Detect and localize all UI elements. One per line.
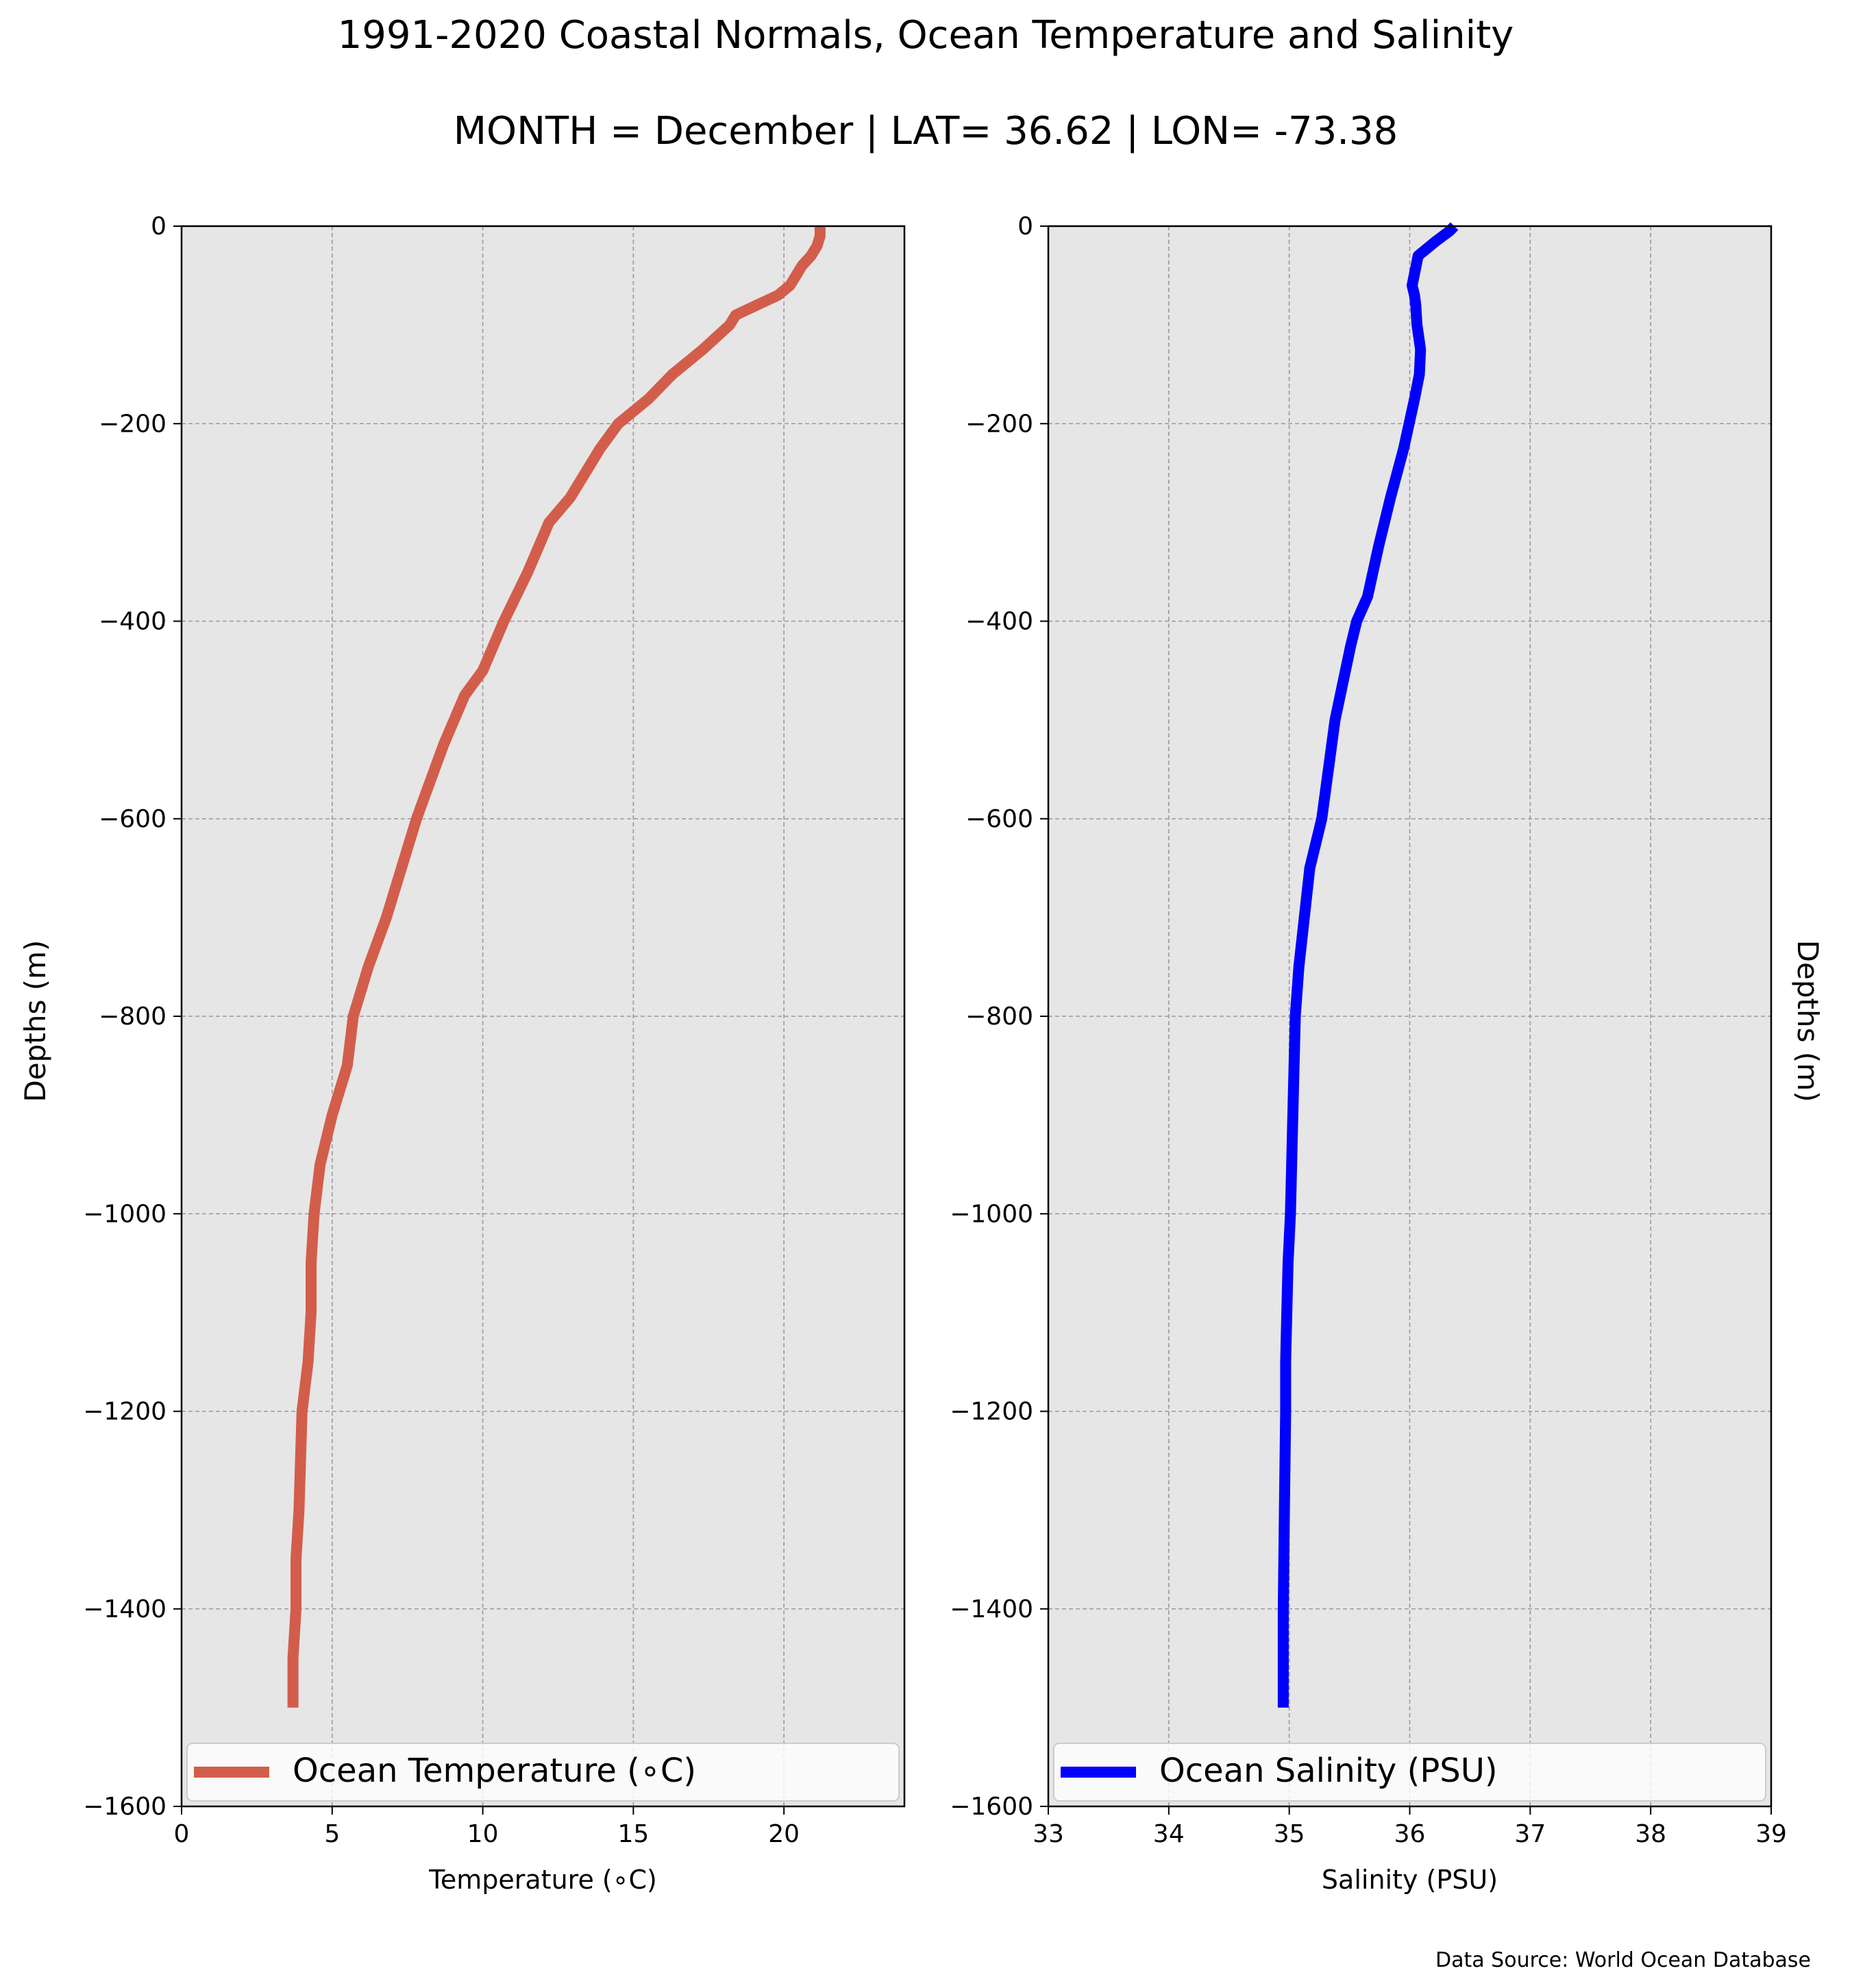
y-tick-label: −800: [99, 1003, 166, 1031]
plot-area: [182, 226, 904, 1806]
y-tick-label: −1200: [950, 1398, 1033, 1426]
y-tick-label: −600: [965, 805, 1033, 833]
y-tick-label: −1400: [83, 1595, 166, 1623]
chart-subtitle: MONTH = December | LAT= 36.62 | LON= -73…: [454, 109, 1398, 154]
data-source-note: Data Source: World Ocean Database: [1435, 1948, 1811, 1972]
x-tick-label: 0: [174, 1820, 190, 1848]
series-line: [1277, 222, 1459, 1708]
y-tick-label: −400: [99, 608, 166, 636]
legend-label: Ocean Salinity (PSU): [1159, 1752, 1498, 1790]
x-tick-label: 34: [1153, 1820, 1185, 1848]
right-ylabel: Depths (m): [1791, 940, 1825, 1103]
y-tick-label: 0: [151, 212, 166, 241]
y-tick-label: −1600: [83, 1793, 166, 1821]
x-tick-label: 5: [324, 1820, 340, 1848]
y-tick-label: −1200: [83, 1398, 166, 1426]
x-tick-label: 38: [1635, 1820, 1666, 1848]
y-tick-label: 0: [1017, 212, 1033, 241]
x-tick-label: 10: [467, 1820, 499, 1848]
legend-label: Ocean Temperature (∘C): [293, 1752, 696, 1790]
y-tick-label: −1000: [83, 1200, 166, 1228]
legend: Ocean Salinity (PSU): [1053, 1743, 1766, 1802]
x-axis-label: Salinity (PSU): [1322, 1865, 1498, 1895]
chart-title: 1991-2020 Coastal Normals, Ocean Tempera…: [338, 13, 1514, 58]
x-tick-label: 15: [617, 1820, 649, 1848]
y-tick-label: −400: [965, 608, 1033, 636]
y-tick-label: −200: [99, 410, 166, 438]
x-tick-label: 36: [1394, 1820, 1426, 1848]
y-tick-label: −1000: [950, 1200, 1033, 1228]
series-line: [287, 226, 826, 1708]
x-tick-label: 39: [1755, 1820, 1787, 1848]
x-tick-label: 20: [768, 1820, 800, 1848]
y-tick-label: −200: [965, 410, 1033, 438]
legend: Ocean Temperature (∘C): [186, 1743, 900, 1802]
legend-box: [186, 1743, 900, 1802]
y-tick-label: −1600: [950, 1793, 1033, 1821]
y-tick-label: −800: [965, 1003, 1033, 1031]
y-tick-label: −1400: [950, 1595, 1033, 1623]
x-tick-label: 33: [1033, 1820, 1064, 1848]
x-axis-label: Temperature (∘C): [428, 1865, 657, 1895]
x-tick-label: 37: [1514, 1820, 1546, 1848]
x-tick-label: 35: [1274, 1820, 1305, 1848]
salinity-panel: Ocean Salinity (PSU) 33 34 35 36 37 38 39 0 −200 −…: [950, 212, 1787, 1895]
temperature-panel: Ocean Temperature (∘C) 0 5 10 15 20 0 −200 −400 −…: [83, 212, 906, 1895]
y-tick-label: −600: [99, 805, 166, 833]
left-ylabel: Depths (m): [18, 940, 52, 1103]
legend-box: [1053, 1743, 1766, 1802]
